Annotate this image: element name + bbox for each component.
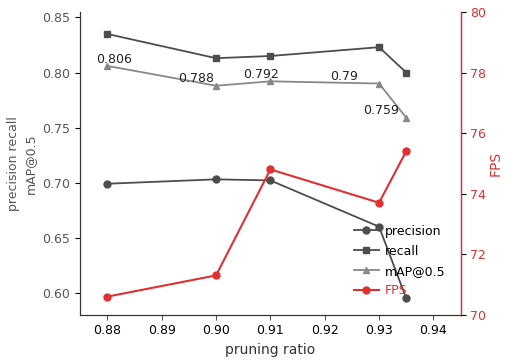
Y-axis label: precision recall
mAP@0.5: precision recall mAP@0.5 <box>7 116 37 211</box>
Y-axis label: FPS: FPS <box>488 151 502 176</box>
mAP@0.5 <box>213 84 219 88</box>
FPS <box>403 149 409 154</box>
mAP@0.5 <box>267 79 273 83</box>
X-axis label: pruning ratio: pruning ratio <box>225 343 315 357</box>
recall <box>104 32 110 36</box>
Line: recall: recall <box>104 31 409 76</box>
Text: 0.759: 0.759 <box>362 104 398 117</box>
mAP@0.5 <box>104 64 110 68</box>
precision <box>267 178 273 183</box>
FPS <box>375 201 381 205</box>
recall <box>375 45 381 50</box>
recall <box>267 54 273 58</box>
Text: 0.792: 0.792 <box>243 68 278 81</box>
Line: precision: precision <box>104 176 409 302</box>
Line: mAP@0.5: mAP@0.5 <box>104 63 409 121</box>
Text: 0.806: 0.806 <box>96 53 132 66</box>
FPS <box>213 273 219 278</box>
mAP@0.5 <box>375 81 381 86</box>
mAP@0.5 <box>403 115 409 120</box>
Line: FPS: FPS <box>104 148 409 300</box>
Text: 0.788: 0.788 <box>178 72 214 86</box>
recall <box>213 56 219 60</box>
precision <box>375 225 381 229</box>
recall <box>403 70 409 75</box>
FPS <box>104 294 110 299</box>
precision <box>213 177 219 182</box>
precision <box>403 296 409 300</box>
precision <box>104 182 110 186</box>
Legend: precision, recall, mAP@0.5, FPS: precision, recall, mAP@0.5, FPS <box>348 220 449 302</box>
Text: 0.79: 0.79 <box>329 70 357 83</box>
FPS <box>267 167 273 171</box>
